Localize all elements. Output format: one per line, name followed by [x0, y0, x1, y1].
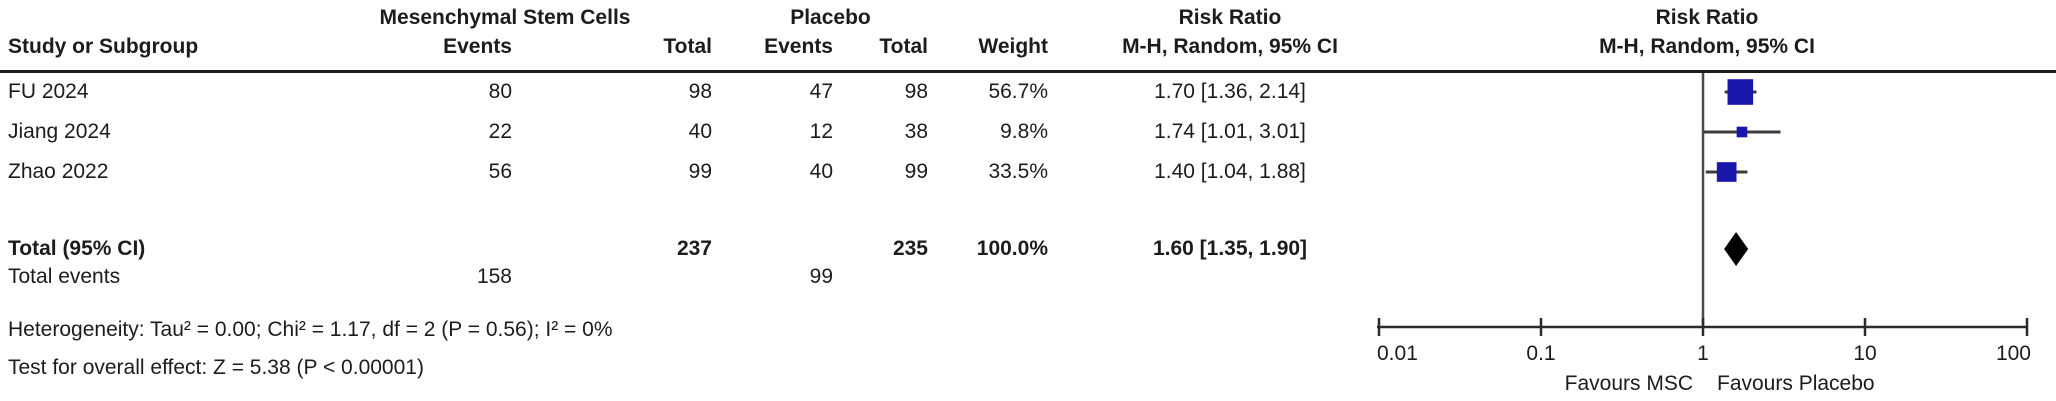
col-header-ci: M-H, Random, 95% CI: [1122, 35, 1338, 58]
total-risk-ratio-value: 1.60 [1.35, 1.90]: [1152, 237, 1308, 260]
total-row: Total (95% CI) 237 235 100.0% 1.60 [1.35…: [0, 236, 2056, 262]
table-row-study: Zhao 2022 56 99 40 99 33.5% 1.40 [1.04, …: [0, 159, 2056, 185]
group-header-placebo: Placebo: [790, 6, 871, 29]
column-header-row: Study or Subgroup Events Total Events To…: [0, 34, 2056, 60]
favours-left-label: Favours MSC: [1565, 372, 1693, 395]
study-name: Jiang 2024: [8, 120, 111, 143]
msc-events-value: 22: [488, 120, 512, 143]
col-header-msc-events: Events: [443, 35, 512, 58]
pbo-total-value: 98: [904, 80, 928, 103]
total-events-msc-value: 158: [476, 265, 512, 288]
total-weight-value: 100.0%: [976, 237, 1048, 260]
study-point-estimate-marker: [1736, 126, 1748, 138]
msc-events-value: 56: [488, 160, 512, 183]
pbo-total-value: 99: [904, 160, 928, 183]
total-label: Total (95% CI): [8, 237, 146, 260]
table-row-study: Jiang 2024 22 40 12 38 9.8% 1.74 [1.01, …: [0, 119, 2056, 145]
msc-total-value: 40: [688, 120, 712, 143]
total-pbo-total-value: 235: [892, 237, 928, 260]
study-name: Zhao 2022: [8, 160, 109, 183]
summary-diamond: [1724, 232, 1749, 266]
col-header-study: Study or Subgroup: [8, 35, 199, 58]
axis-tick-label: 10: [1853, 342, 1876, 365]
col-header-pbo-total: Total: [879, 35, 928, 58]
heterogeneity-text: Heterogeneity: Tau² = 0.00; Chi² = 1.17,…: [8, 318, 613, 341]
pbo-events-value: 40: [809, 160, 833, 183]
weight-value: 9.8%: [1000, 120, 1048, 143]
study-point-estimate-marker: [1727, 79, 1754, 105]
overall-effect-text: Test for overall effect: Z = 5.38 (P < 0…: [8, 356, 424, 379]
total-msc-total-value: 237: [676, 237, 712, 260]
col-header-msc-total: Total: [663, 35, 712, 58]
msc-total-value: 98: [688, 80, 712, 103]
group-header-risk-ratio: Risk Ratio: [1178, 6, 1282, 29]
group-header-row: Mesenchymal Stem Cells Placebo Risk Rati…: [0, 5, 2056, 31]
axis-tick-label: 100: [1996, 342, 2031, 365]
msc-total-value: 99: [688, 160, 712, 183]
total-events-pbo-value: 99: [809, 265, 833, 288]
plot-header-ci: M-H, Random, 95% CI: [1599, 35, 1815, 58]
axis-tick-label: 0.01: [1377, 342, 1418, 365]
weight-value: 56.7%: [988, 80, 1048, 103]
group-header-msc: Mesenchymal Stem Cells: [379, 6, 631, 29]
col-header-weight: Weight: [978, 35, 1048, 58]
plot-header-risk-ratio: Risk Ratio: [1655, 6, 1759, 29]
total-events-label: Total events: [8, 265, 121, 288]
overall-effect-row: Test for overall effect: Z = 5.38 (P < 0…: [0, 355, 2056, 381]
pbo-total-value: 38: [904, 120, 928, 143]
study-point-estimate-marker: [1716, 162, 1737, 182]
favours-right-label: Favours Placebo: [1717, 372, 1875, 395]
pbo-events-value: 47: [809, 80, 833, 103]
col-header-pbo-events: Events: [764, 35, 833, 58]
axis-tick-label: 1: [1697, 342, 1709, 365]
risk-ratio-value: 1.74 [1.01, 3.01]: [1154, 120, 1306, 143]
total-events-row: Total events 158 99: [0, 264, 2056, 290]
axis-tick-label: 0.1: [1526, 342, 1555, 365]
risk-ratio-value: 1.40 [1.04, 1.88]: [1154, 160, 1306, 183]
pbo-events-value: 12: [809, 120, 833, 143]
study-name: FU 2024: [8, 80, 89, 103]
heterogeneity-row: Heterogeneity: Tau² = 0.00; Chi² = 1.17,…: [0, 317, 2056, 343]
weight-value: 33.5%: [988, 160, 1048, 183]
table-row-study: FU 2024 80 98 47 98 56.7% 1.70 [1.36, 2.…: [0, 79, 2056, 105]
header-divider-line: [0, 70, 2056, 73]
msc-events-value: 80: [488, 80, 512, 103]
risk-ratio-value: 1.70 [1.36, 2.14]: [1154, 80, 1306, 103]
